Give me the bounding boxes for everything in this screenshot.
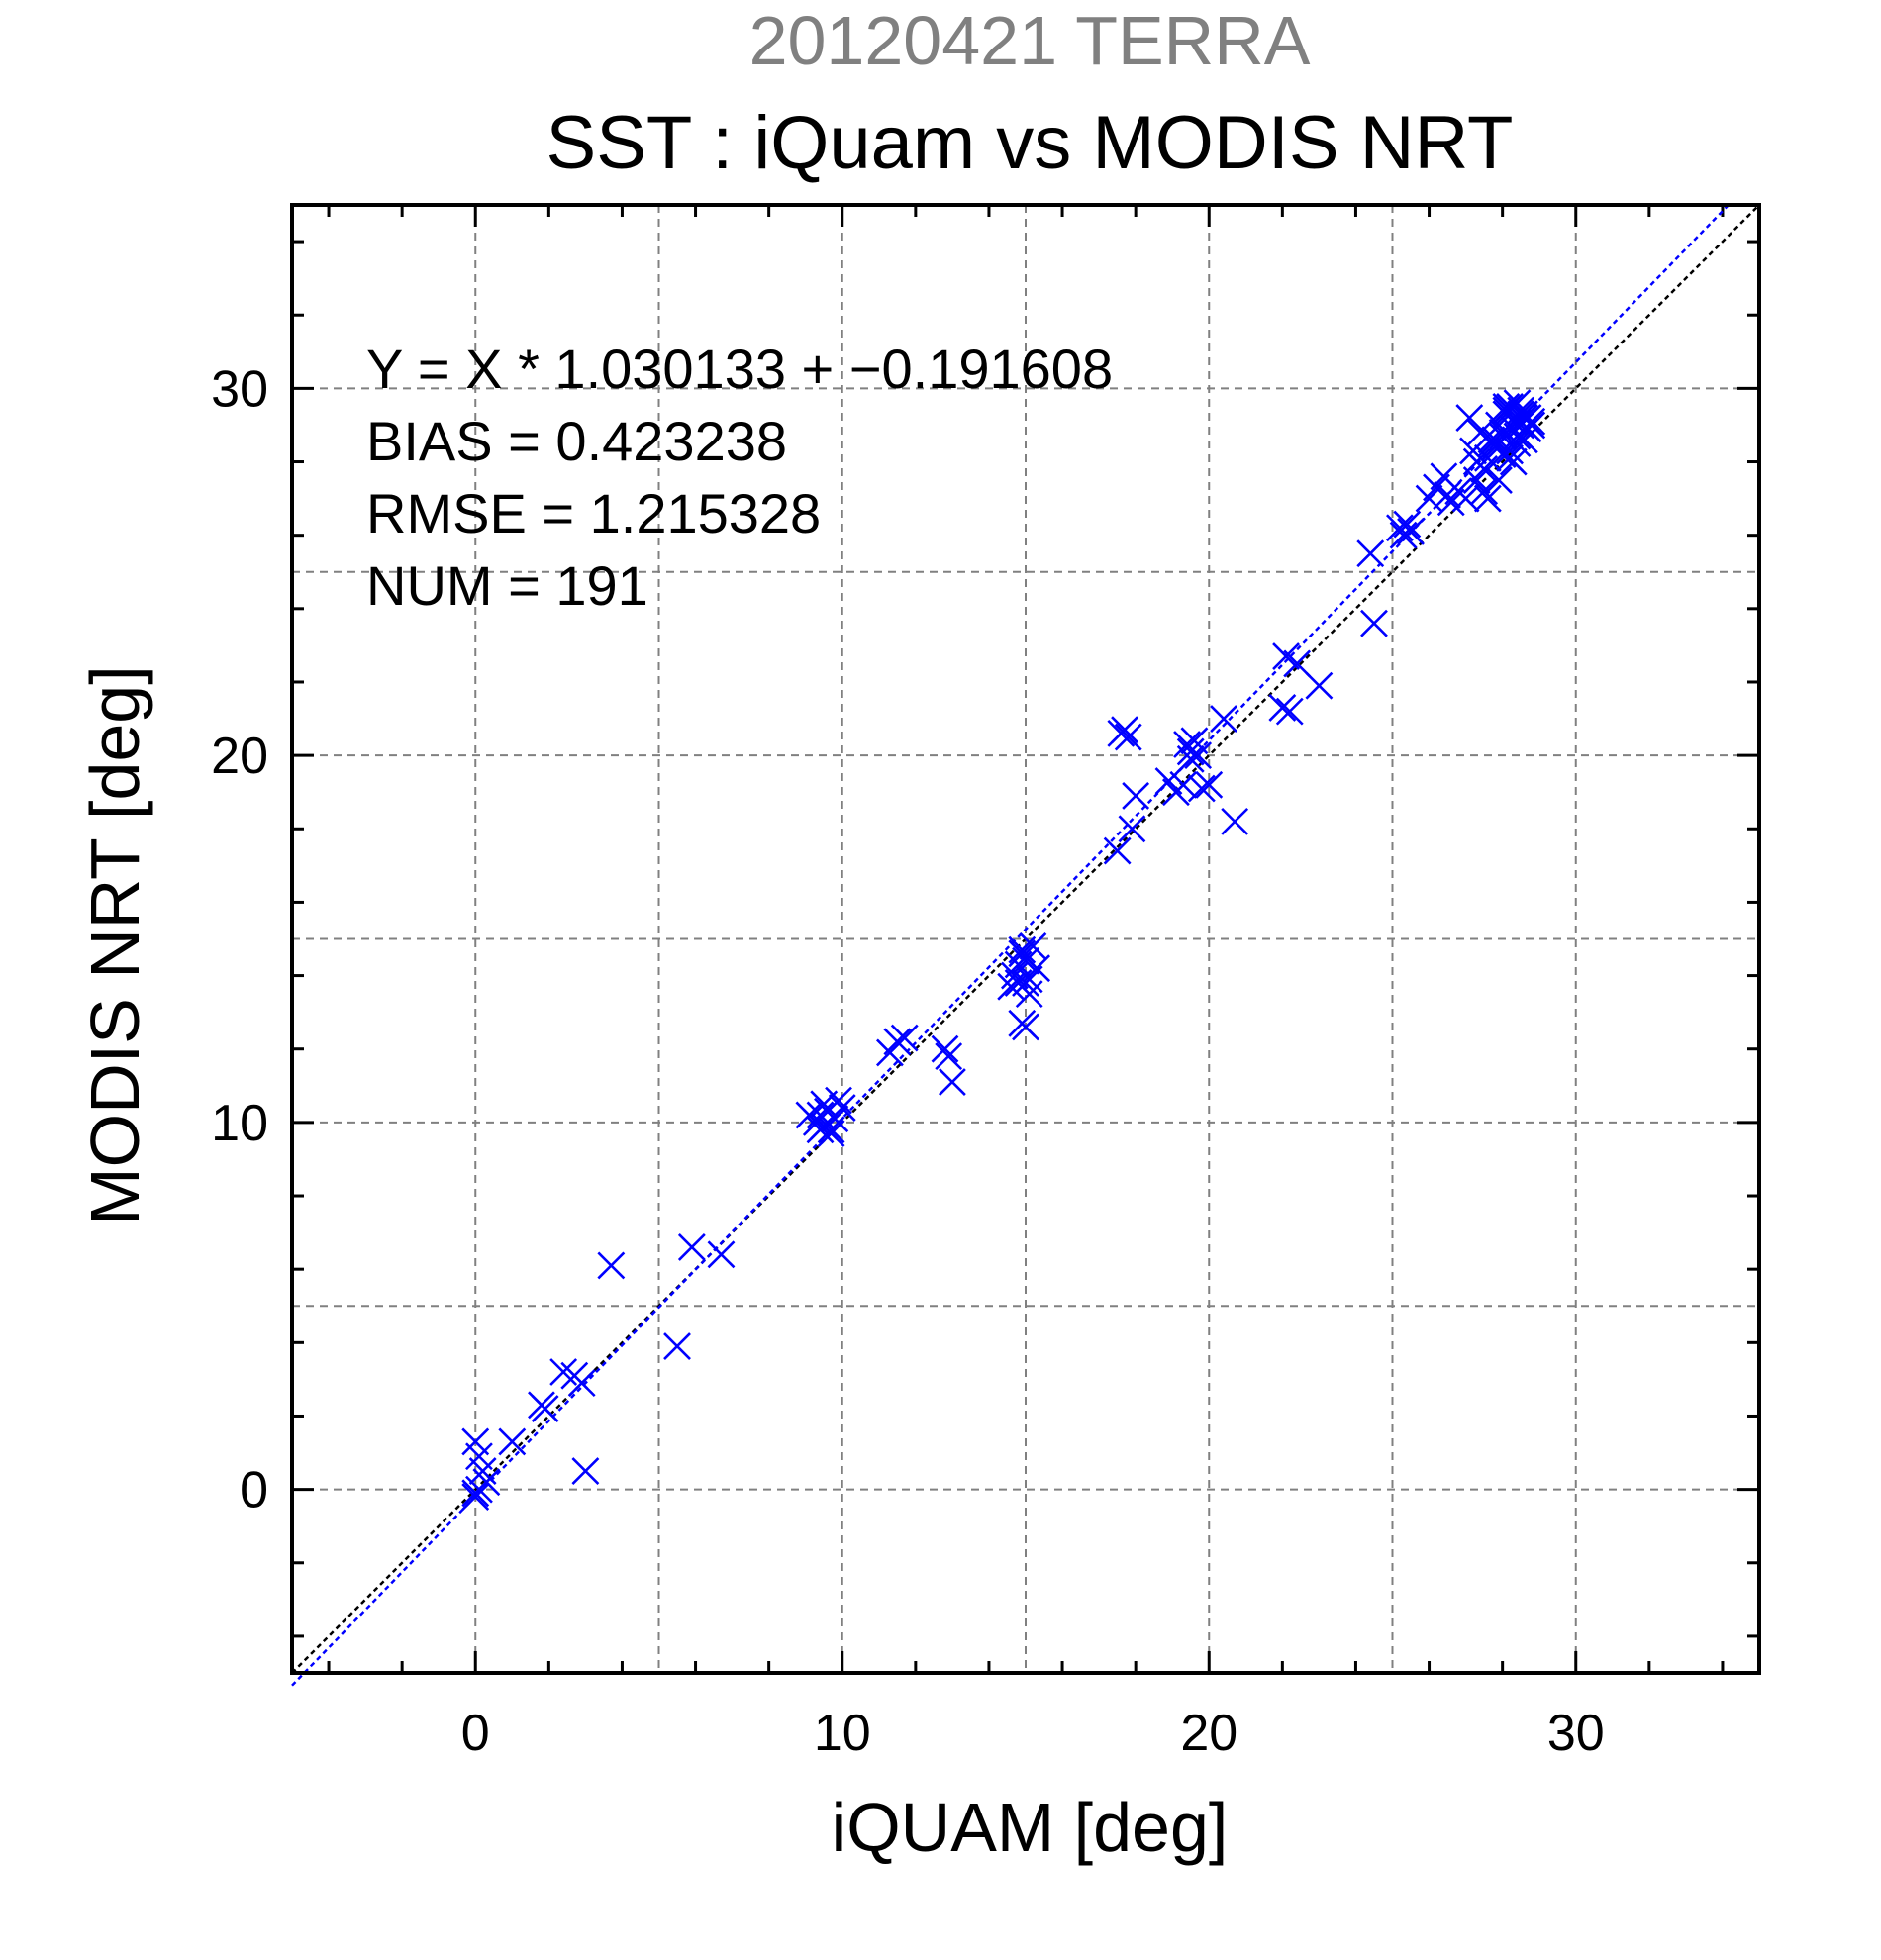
grid: [292, 205, 1759, 1673]
data-point: [461, 1483, 490, 1511]
data-point: [1176, 744, 1205, 773]
data-point: [677, 1233, 706, 1261]
data-point: [1103, 836, 1132, 865]
stats-line: Y = X * 1.030133 + −0.191608: [366, 338, 1113, 400]
data-point: [1470, 477, 1499, 506]
data-point: [1510, 426, 1538, 454]
y-axis-label: MODIS NRT [deg]: [76, 665, 153, 1225]
data-point: [1434, 480, 1461, 509]
data-point: [1397, 518, 1425, 545]
x-tick-label: 10: [814, 1705, 871, 1762]
data-point: [1114, 723, 1142, 751]
data-point: [1221, 807, 1249, 835]
data-point: [1360, 609, 1388, 637]
data-point: [1012, 1013, 1040, 1041]
data-point: [567, 1369, 596, 1398]
data-point: [931, 1034, 959, 1063]
data-point: [1473, 484, 1502, 513]
data-point: [1356, 539, 1385, 568]
data-point: [1268, 694, 1297, 722]
y-tick-labels: 0 10 20 30: [211, 360, 268, 1519]
data-point: [663, 1332, 691, 1360]
stats-line: BIAS = 0.423238: [366, 410, 787, 472]
data-point: [1210, 705, 1238, 733]
data-point: [1393, 510, 1422, 539]
data-point: [1477, 426, 1506, 454]
y-tick-label: 30: [211, 360, 268, 418]
data-point: [810, 1112, 839, 1140]
data-point: [571, 1457, 600, 1486]
data-point: [1187, 774, 1216, 803]
data-points: [461, 389, 1546, 1511]
data-point: [597, 1251, 626, 1280]
data-point: [1283, 649, 1312, 678]
y-tick-label: 20: [211, 728, 268, 785]
data-point: [549, 1358, 578, 1386]
chart-title: SST : iQuam vs MODIS NRT: [546, 101, 1514, 185]
data-point: [531, 1395, 559, 1422]
data-point: [1195, 770, 1224, 799]
data-point: [806, 1101, 835, 1129]
data-point: [465, 1442, 493, 1471]
data-point: [1389, 521, 1418, 549]
stats-line: NUM = 191: [366, 554, 648, 617]
data-point: [1518, 407, 1546, 436]
stats-annotation: Y = X * 1.030133 + −0.191608 BIAS = 0.423…: [366, 338, 1113, 617]
data-point: [935, 1042, 963, 1071]
y-tick-label: 10: [211, 1095, 268, 1152]
data-point: [1122, 781, 1150, 810]
x-tick-labels: 0 10 20 30: [461, 1705, 1605, 1762]
y-tick-label: 0: [240, 1462, 268, 1519]
data-point: [1023, 954, 1051, 983]
x-tick-label: 20: [1180, 1705, 1238, 1762]
data-point: [825, 1086, 852, 1115]
data-point: [817, 1116, 845, 1144]
data-point: [938, 1068, 966, 1097]
data-point: [1184, 741, 1213, 770]
stats-line: RMSE = 1.215328: [366, 482, 821, 544]
data-point: [498, 1427, 527, 1456]
x-tick-label: 30: [1547, 1705, 1605, 1762]
data-point: [1275, 697, 1304, 726]
data-point: [1455, 404, 1484, 432]
plot-frame: [290, 203, 1761, 1675]
data-point: [1492, 392, 1521, 421]
data-point: [1118, 815, 1146, 843]
data-point: [1499, 447, 1528, 476]
data-point: [1485, 466, 1513, 494]
data-point: [1305, 671, 1334, 700]
data-point: [1107, 719, 1136, 747]
x-tick-label: 0: [461, 1705, 490, 1762]
data-point: [1451, 484, 1480, 513]
data-point: [461, 1479, 490, 1508]
data-point: [1176, 737, 1205, 766]
data-point: [883, 1028, 912, 1056]
chart-subtitle: 20120421 TERRA: [749, 2, 1311, 79]
data-point: [1015, 980, 1043, 1009]
data-point: [1012, 969, 1040, 997]
data-point: [1385, 514, 1414, 542]
data-point: [1503, 430, 1532, 457]
data-point: [1169, 770, 1198, 799]
data-point: [1470, 455, 1499, 483]
data-point: [1008, 935, 1037, 964]
x-axis-label: iQUAM [deg]: [832, 1789, 1229, 1866]
data-point: [890, 1024, 919, 1052]
data-point: [707, 1240, 736, 1269]
